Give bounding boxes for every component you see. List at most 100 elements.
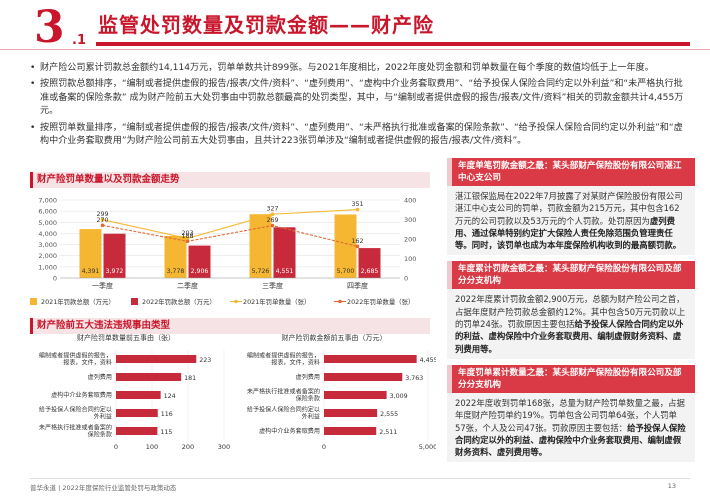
category-label: 给予投保人保险合同约定以 (39, 405, 112, 413)
line-point (100, 223, 105, 228)
y-left-tick: 1,000 (38, 263, 57, 271)
hbar (324, 409, 378, 417)
bar-value-label: 4,455 (420, 357, 436, 364)
card-ticket-count: 年度罚单累计数量之最：某头部财产保险股份有限公司及部分分支机构 2022年度收到… (447, 364, 695, 463)
hbar (324, 373, 403, 381)
bar-label-2022: 4,551 (276, 268, 294, 275)
bullet-item: 按照罚单数量排序，“编制或者提供虚假的报告/报表/文件/资料”、“虚列费用”、“… (30, 122, 690, 149)
line-point (185, 239, 190, 244)
y-left-tick: 6,000 (38, 208, 57, 216)
line-point (100, 217, 105, 222)
category-label: 保险条款 (296, 395, 320, 403)
bar-2022 (273, 227, 296, 278)
category-label: 外利益 (94, 413, 112, 421)
bar-2021 (334, 214, 357, 278)
bar-value-label: 2,555 (380, 411, 398, 418)
category-label: 虚构中介业务套取费用 (259, 427, 320, 435)
hbar (116, 427, 158, 435)
bar-2022 (188, 245, 211, 278)
line-point (270, 223, 275, 228)
y-left-tick: 2,000 (38, 252, 57, 260)
legend-swatch (30, 298, 37, 305)
card-title: 年度罚单累计数量之最：某头部财产保险股份有限公司及部分分支机构 (447, 364, 695, 393)
y-left-tick: 7,000 (38, 197, 57, 205)
hbar (116, 355, 197, 363)
section-number: 3 (34, 2, 65, 53)
x-tick-label: 一季度 (92, 281, 113, 290)
bar-2021 (164, 235, 187, 278)
hbar (116, 373, 182, 381)
line-label: 299 (96, 211, 108, 218)
y-left-tick: 3,000 (38, 241, 57, 249)
card-title: 年度单笔罚款金额之最：某头部财产保险股份有限公司湛江中心支公司 (447, 158, 695, 186)
card-single-fine: 年度单笔罚款金额之最：某头部财产保险股份有限公司湛江中心支公司 湛江银保监局在2… (447, 158, 695, 256)
title-underline (96, 42, 690, 46)
legend-label: 2022年罚款总额（万元） (142, 297, 216, 306)
line-label: 351 (351, 201, 363, 208)
line-label: 270 (96, 217, 108, 224)
line-point (355, 207, 360, 212)
card-highlight: 给予投保人保险合同约定以外的利益、虚构保险中介业务套取费用、编制虚假财务资料、虚… (455, 319, 684, 354)
section-header-trend: 财产险罚单数量以及罚款金额走势 (30, 172, 430, 188)
category-label: 未严格执行批准或者备案的 (247, 387, 320, 395)
quarterly-combo-chart: 0 1,000 2,000 3,000 4,000 5,000 6,000 7,000 0 100… (30, 197, 416, 306)
x-tick-label: 四季度 (347, 281, 368, 290)
x-tick-label: 5,000 (419, 443, 436, 451)
bar-2021 (79, 229, 102, 278)
page-number: 13 (667, 482, 676, 490)
line-point (355, 244, 360, 249)
bar-label-2022: 2,906 (191, 268, 209, 275)
category-label: 虚构中介业务套取费用 (51, 391, 112, 399)
bar-label-2021: 3,778 (167, 268, 185, 275)
legend-marker (234, 299, 238, 304)
category-label: 编制或者提供虚假的报告， (247, 351, 320, 359)
highlight-cards: 年度单笔罚款金额之最：某头部财产保险股份有限公司湛江中心支公司 湛江银保监局在2… (447, 158, 695, 468)
hbar (116, 391, 161, 399)
bar-2022 (358, 248, 381, 278)
card-title: 年度累计罚款金额之最：某头部财产保险股份有限公司及部分分支机构 (447, 261, 695, 290)
footer-divider (30, 478, 690, 479)
bar-label-2021: 5,700 (337, 268, 355, 275)
card-text: 2022年度累计罚款金额2,900万元，总额为财产险公司之首，占据年度财产险罚款… (455, 294, 686, 330)
hbar (324, 355, 417, 363)
hbar (324, 427, 377, 435)
x-tick-label: 0 (322, 443, 326, 451)
card-text: 湛江银保监局在2022年7月披露了对某财产保险股份有限公司湛江中心支公司的罚单，… (455, 191, 683, 226)
y-right-tick: 300 (404, 216, 416, 224)
bullet-item: 财产险公司累计罚款总金额约14,114万元，罚单单数共计899张。与2021年度… (30, 62, 690, 76)
line-point (185, 236, 190, 241)
chart-title: 财产险罚单数量前五事由（张） (77, 333, 175, 342)
line-point (270, 212, 275, 217)
category-label: 虚列费用 (296, 373, 320, 381)
bar-value-label: 116 (161, 411, 173, 418)
line-label: 327 (266, 206, 278, 213)
bar-label-2021: 4,391 (82, 268, 100, 275)
bar-label-2021: 5,726 (252, 268, 270, 275)
summary-bullets: 财产险公司累计罚款总金额约14,114万元，罚单单数共计899张。与2021年度… (30, 62, 690, 151)
line-label: 188 (181, 233, 193, 240)
section-sub-number: .1 (72, 33, 86, 48)
card-body: 2022年度累计罚款金额2,900万元，总额为财产险公司之首，占据年度财产险罚款… (447, 289, 695, 359)
x-tick-label: 300 (218, 443, 230, 451)
bar-value-label: 115 (160, 429, 172, 436)
bar-value-label: 3,009 (390, 393, 408, 400)
series-line-2022 (102, 224, 358, 247)
x-tick-label: 0 (114, 443, 118, 451)
category-label: 保险条款 (88, 431, 112, 439)
bullet-item: 按照罚款总额排序，“编制或者提供虚假的报告/报表/文件/资料”、“虚列费用”、“… (30, 78, 690, 118)
category-label: 给予投保人保险合同约定以 (247, 405, 320, 413)
hbar (116, 409, 158, 417)
hbar (324, 391, 387, 399)
card-text: 2022年度收到罚单168张，总量为财产险罚单数量之最，占据年度财产险罚单约19… (455, 397, 685, 433)
x-tick-label: 100 (146, 443, 158, 451)
y-right-tick: 0 (404, 275, 408, 283)
bar-value-label: 124 (164, 393, 176, 400)
bar-label-2022: 2,685 (361, 268, 379, 275)
y-right-tick: 400 (404, 197, 416, 205)
category-label: 虚列费用 (88, 373, 112, 381)
y-right-tick: 200 (404, 236, 416, 244)
bar-2021 (249, 214, 272, 278)
chart-title: 财产险罚款金额前五事由（万元） (282, 333, 387, 342)
legend-label: 2021年罚单数量（张） (243, 297, 310, 306)
category-label: 未严格执行批准或者备案的 (39, 423, 112, 431)
